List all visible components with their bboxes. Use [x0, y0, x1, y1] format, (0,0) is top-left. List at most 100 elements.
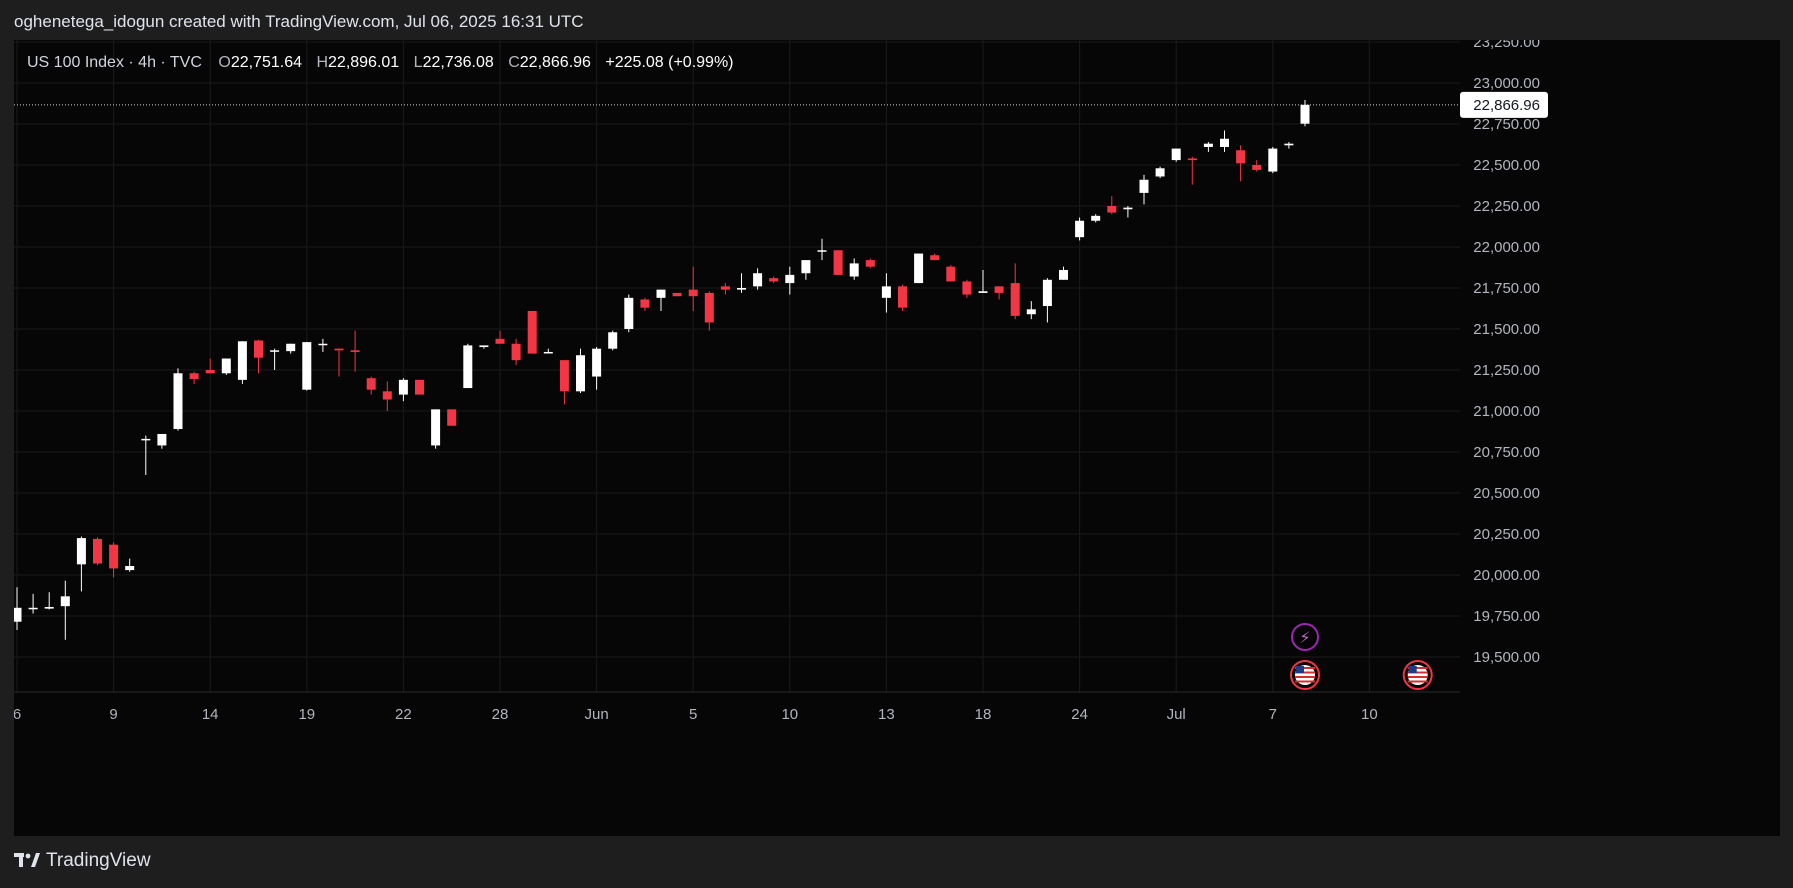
candle-body — [576, 355, 585, 392]
price-tick-label: 20,500.00 — [1473, 485, 1540, 502]
candle-body — [978, 291, 988, 293]
candle-body — [737, 288, 746, 290]
price-tick-label: 19,750.00 — [1473, 608, 1540, 625]
candle-down — [1187, 156, 1197, 185]
time-axis[interactable]: 6 9 14 19 22 28 Jun 5 10 13 18 24 Jul 7 10 — [14, 691, 1460, 723]
candle-up — [431, 409, 441, 449]
candle-down — [865, 258, 875, 269]
candle-body — [366, 378, 376, 390]
price-tick-label: 22,250.00 — [1473, 198, 1540, 215]
candle-body — [1300, 104, 1310, 124]
candle-up — [479, 345, 489, 349]
candle-up — [221, 358, 231, 375]
symbol-name[interactable]: US 100 Index · 4h · TVC — [27, 54, 202, 71]
candle-body — [1075, 220, 1085, 238]
tradingview-logo-icon — [14, 853, 40, 867]
high-label: H — [316, 54, 329, 71]
candle-down — [833, 250, 843, 275]
candle-down — [672, 292, 682, 297]
price-axis[interactable]: 23,250.00 23,000.00 22,750.00 22,500.00 22,2… — [14, 40, 1548, 666]
price-tick-label: 20,250.00 — [1473, 526, 1540, 543]
candle-down — [382, 381, 392, 411]
time-tick-label: 28 — [492, 706, 509, 723]
change-value: +225.08 (+0.99%) — [605, 54, 734, 71]
time-tick-label: Jul — [1167, 706, 1186, 723]
candle-body — [833, 250, 843, 275]
last-price-label: 22,866.96 — [1473, 97, 1540, 114]
candle-body — [543, 351, 553, 354]
candle-body — [930, 255, 940, 261]
candle-body — [624, 297, 634, 329]
candle-body — [769, 278, 779, 282]
candle-down — [930, 253, 940, 261]
candle-up — [28, 593, 38, 614]
event-markers[interactable]: ⚡ — [1290, 623, 1433, 690]
candle-body — [801, 260, 811, 274]
candle-up — [302, 342, 312, 391]
candle-up — [849, 258, 859, 280]
candle-body — [334, 348, 344, 351]
candle-body — [350, 350, 360, 352]
candle-up — [1042, 278, 1052, 323]
candle-down — [511, 338, 521, 366]
time-tick-label: 6 — [14, 706, 21, 723]
grid — [14, 40, 1460, 692]
candle-up — [1171, 148, 1181, 162]
candle-up — [1300, 100, 1310, 127]
price-tick-label: 21,000.00 — [1473, 403, 1540, 420]
brand-name: TradingView — [46, 850, 151, 871]
candle-up — [1123, 206, 1133, 218]
candle-body — [431, 409, 441, 446]
candle-body — [1123, 207, 1133, 210]
bottom-bar — [0, 836, 1793, 888]
candle-body — [881, 286, 891, 298]
candle-up — [237, 341, 247, 384]
candle-body — [1155, 168, 1165, 177]
candle-up — [737, 273, 746, 293]
price-tick-label: 23,000.00 — [1473, 75, 1540, 92]
candle-body — [463, 345, 473, 389]
symbol-legend: US 100 Index · 4h · TVC O22,751.64 H22,8… — [27, 54, 734, 72]
candle-up — [592, 347, 602, 390]
candle-body — [479, 345, 489, 348]
candle-body — [720, 286, 730, 290]
us-flag-icon[interactable] — [1290, 660, 1320, 690]
time-tick-label: 5 — [689, 706, 697, 723]
candle-body — [382, 391, 392, 400]
candle-up — [1075, 217, 1085, 241]
candle-body — [704, 292, 714, 323]
chart-pane[interactable]: 23,250.00 23,000.00 22,750.00 22,500.00 22,2… — [14, 40, 1780, 836]
candlestick-chart[interactable]: 23,250.00 23,000.00 22,750.00 22,500.00 22,2… — [14, 40, 1780, 836]
candle-body — [559, 360, 569, 392]
candle-down — [704, 291, 714, 331]
lightning-icon[interactable]: ⚡ — [1291, 623, 1319, 651]
candle-up — [1059, 266, 1068, 280]
candle-down — [1252, 160, 1262, 172]
candle-body — [398, 379, 408, 395]
us-flag-icon[interactable] — [1402, 660, 1433, 690]
candle-body — [640, 299, 650, 308]
candle-up — [60, 580, 70, 640]
candle-body — [511, 343, 521, 361]
low-label: L — [413, 54, 423, 71]
candle-up — [1026, 301, 1036, 320]
low-value: 22,736.08 — [422, 54, 494, 71]
tradingview-logo[interactable]: TradingView — [14, 850, 151, 872]
candle-body — [962, 281, 972, 295]
candle-body — [753, 273, 763, 287]
candle-up — [125, 558, 135, 572]
candle-body — [1203, 143, 1213, 147]
candle-down — [527, 310, 537, 354]
time-tick-label: 10 — [1361, 706, 1378, 723]
candle-down — [962, 279, 972, 298]
candle-body — [849, 263, 859, 277]
candle-down — [720, 283, 730, 295]
time-tick-label: 9 — [109, 706, 117, 723]
candle-body — [1171, 148, 1181, 161]
candle-up — [817, 238, 827, 261]
candle-up — [463, 343, 473, 389]
candle-down — [495, 330, 505, 344]
candle-up — [1139, 174, 1149, 205]
candle-body — [688, 289, 698, 297]
candle-down — [769, 276, 779, 284]
